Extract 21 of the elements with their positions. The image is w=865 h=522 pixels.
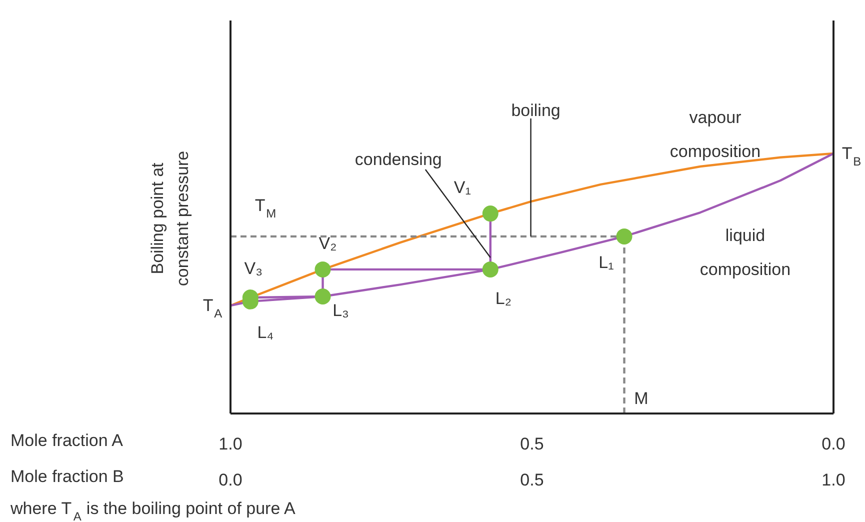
annotation: V₂	[318, 234, 337, 253]
x-tick-label: 0.0	[822, 434, 846, 454]
annotation: V₁	[454, 178, 472, 198]
x2-tick-label: 0.0	[218, 470, 242, 490]
series-label: liquid composition	[700, 226, 791, 280]
x-tick-label: 1.0	[218, 434, 242, 454]
annotation: condensing	[354, 150, 442, 169]
annotation: L₃	[332, 301, 349, 320]
x2-tick-label: 1.0	[822, 470, 846, 490]
annotation: L₁	[598, 252, 614, 272]
text: Mole fraction B	[10, 467, 124, 486]
y-axis-title: Boiling point at constant pressure	[148, 150, 192, 286]
x-tick-label: 0.5	[520, 434, 544, 454]
annotation: L₂	[495, 288, 512, 308]
x2-tick-label: 0.5	[520, 470, 544, 490]
annotation: boiling	[511, 100, 560, 120]
series-label: vapour composition	[670, 108, 761, 161]
annotation: L₄	[257, 322, 274, 342]
annotation: M	[634, 388, 648, 408]
annotation: V₃	[244, 259, 263, 278]
text: Mole fraction A	[10, 431, 124, 450]
